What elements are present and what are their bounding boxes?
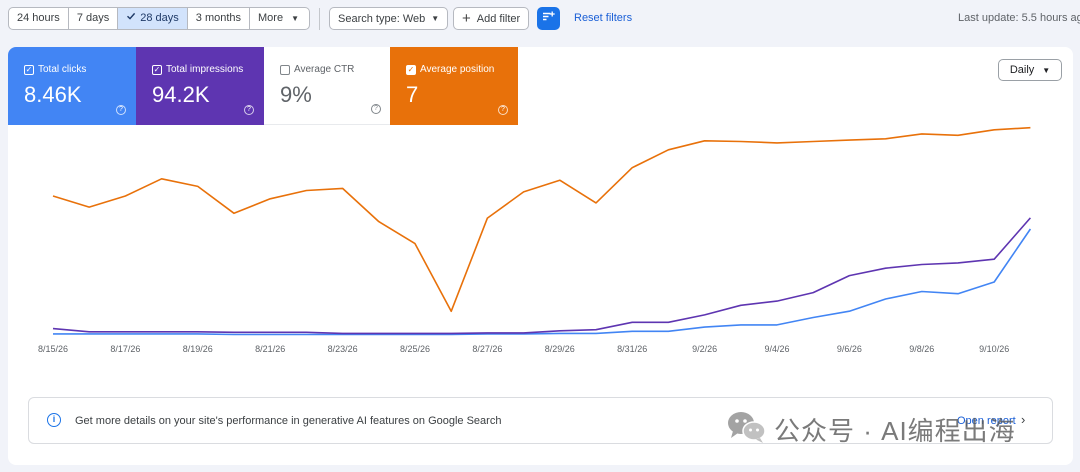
performance-card: ✓ Total clicks 8.46K ? ✓ Total impressio…: [8, 47, 1073, 465]
series-line-total-clicks: [53, 228, 1032, 336]
search-type-label: Search type: Web: [338, 12, 426, 25]
checkbox-checked-icon: ✓: [406, 65, 416, 75]
reset-filters-link[interactable]: Reset filters: [574, 12, 633, 24]
metric-value: 7: [406, 82, 419, 107]
metric-value: 9%: [280, 82, 312, 107]
wechat-logo-icon: [726, 410, 768, 449]
range-label: More: [258, 12, 284, 24]
granularity-label: Daily: [1009, 64, 1035, 76]
watermark-text: 公众号 · AI编程出海: [774, 415, 1016, 446]
x-tick-label: 8/19/26: [183, 344, 213, 354]
x-tick-label: 9/4/26: [764, 344, 789, 354]
x-tick-label: 8/15/26: [38, 344, 68, 354]
x-tick-label: 9/8/26: [909, 344, 934, 354]
performance-chart[interactable]: 8/15/26 8/17/26 8/19/26 8/21/26 8/23/26 8/25/…: [8, 125, 1073, 365]
help-icon[interactable]: ?: [371, 104, 381, 114]
range-label: 24 hours: [17, 12, 60, 24]
range-label: 28 days: [140, 12, 179, 24]
range-more[interactable]: More ▼: [250, 8, 309, 29]
metric-value: 8.46K: [24, 82, 82, 107]
info-icon: i: [47, 413, 61, 427]
x-tick-label: 8/17/26: [110, 344, 140, 354]
x-tick-label: 8/21/26: [255, 344, 285, 354]
help-icon[interactable]: ?: [244, 105, 254, 115]
granularity-dropdown[interactable]: Daily ▼: [998, 59, 1062, 81]
range-label: 3 months: [195, 12, 242, 24]
filter-settings-button[interactable]: [537, 7, 560, 30]
metric-average-ctr[interactable]: Average CTR 9% ?: [264, 47, 392, 125]
series-line-average-position: [52, 126, 1031, 313]
metric-label: Total impressions: [166, 64, 244, 75]
caret-down-icon: ▼: [291, 14, 299, 23]
search-type-dropdown[interactable]: Search type: Web ▼: [329, 7, 449, 30]
x-tick-label: 8/23/26: [328, 344, 358, 354]
metric-total-clicks[interactable]: ✓ Total clicks 8.46K ?: [8, 47, 136, 125]
help-icon[interactable]: ?: [498, 105, 508, 115]
chevron-right-icon[interactable]: ›: [1021, 412, 1026, 427]
metric-average-position[interactable]: ✓ Average position 7 ?: [390, 47, 518, 125]
add-filter-button[interactable]: + Add filter: [453, 7, 530, 30]
watermark: 公众号 · AI编程出海: [726, 411, 1016, 447]
metric-total-impressions[interactable]: ✓ Total impressions 94.2K ?: [136, 47, 264, 125]
range-24-hours[interactable]: 24 hours: [9, 8, 69, 29]
x-tick-label: 8/29/26: [545, 344, 575, 354]
range-7-days[interactable]: 7 days: [69, 8, 119, 29]
range-28-days[interactable]: 28 days: [118, 8, 188, 29]
metric-label: Average CTR: [294, 64, 355, 75]
x-tick-label: 8/31/26: [617, 344, 647, 354]
metric-label: Average position: [420, 64, 495, 75]
checkbox-checked-icon: ✓: [24, 65, 34, 75]
x-tick-label: 8/25/26: [400, 344, 430, 354]
x-tick-label: 9/6/26: [837, 344, 862, 354]
help-icon[interactable]: ?: [116, 105, 126, 115]
caret-down-icon: ▼: [1042, 65, 1051, 75]
date-range-selector: 24 hours 7 days 28 days 3 months More ▼: [8, 7, 310, 30]
last-update-text: Last update: 5.5 hours ago: [958, 12, 1080, 24]
check-icon: [126, 8, 136, 29]
toolbar-divider: [319, 8, 320, 30]
ai-features-banner: i Get more details on your site's perfor…: [28, 397, 1053, 444]
metric-value: 94.2K: [152, 82, 210, 107]
add-filter-label: Add filter: [476, 12, 521, 25]
x-tick-label: 8/27/26: [472, 344, 502, 354]
banner-message: Get more details on your site's performa…: [75, 415, 502, 427]
series-line-total-impressions: [52, 217, 1032, 335]
range-label: 7 days: [76, 12, 110, 24]
toolbar: 24 hours 7 days 28 days 3 months More ▼ …: [0, 0, 1080, 37]
x-tick-label: 9/2/26: [692, 344, 717, 354]
caret-down-icon: ▼: [431, 14, 440, 23]
checkbox-unchecked-icon: [280, 65, 290, 75]
metric-label: Total clicks: [38, 64, 87, 75]
checkbox-checked-icon: ✓: [152, 65, 162, 75]
plus-icon: +: [462, 10, 471, 27]
filter-list-icon: [542, 10, 555, 28]
range-3-months[interactable]: 3 months: [188, 8, 251, 29]
open-report-link[interactable]: Open report: [957, 415, 1016, 427]
x-tick-label: 9/10/26: [979, 344, 1009, 354]
